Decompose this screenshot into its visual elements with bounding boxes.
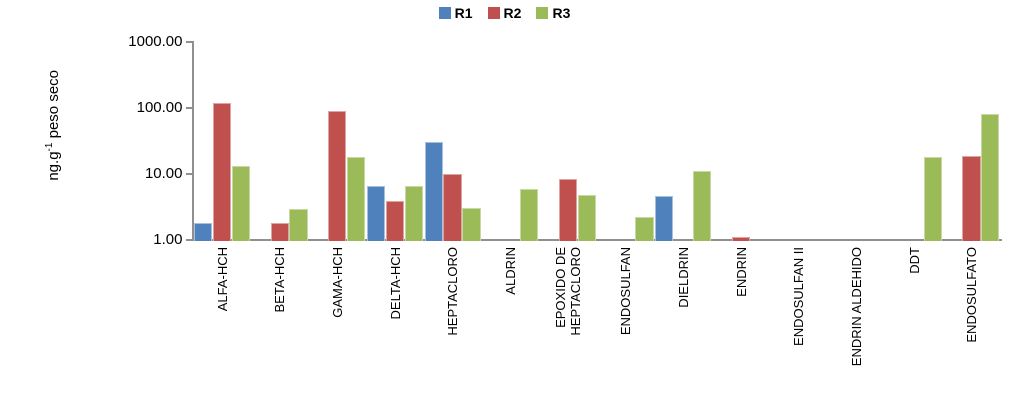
x-category-label-line: HEPTACLORO: [445, 247, 461, 336]
y-axis-title: ng.g-1 peso seco: [39, 70, 62, 290]
legend-item-r3: R3: [536, 5, 570, 21]
x-category-label: ALDRIN: [503, 247, 518, 397]
legend-swatch-r1: [438, 7, 451, 19]
bar-r3-heptacloro: [462, 207, 481, 241]
y-tick-label: 1000.00: [128, 33, 183, 50]
x-category-label: DELTA-HCH: [388, 247, 403, 397]
legend-item-r2: R2: [487, 5, 522, 21]
x-category-label: EPOXIDO DE HEPTACLORO: [553, 247, 583, 397]
bar-r1-alfa-hch: [194, 223, 213, 241]
y-axis-title-text-2: peso seco: [45, 70, 62, 143]
y-axis-tick: [186, 107, 194, 109]
x-category-label-line: ENDOSULFATO: [964, 247, 980, 343]
bar-r1-heptacloro: [424, 141, 443, 241]
bar-r2-delta-hch: [385, 200, 405, 241]
legend-item-r1: R1: [438, 5, 473, 21]
bar-r3-endosulfan: [635, 217, 654, 241]
x-category-label: HEPTACLORO: [445, 247, 460, 397]
x-category-label-line: BETA-HCH: [272, 247, 288, 313]
x-category-label: GAMA-HCH: [330, 247, 345, 397]
bar-r3-beta-hch: [289, 208, 308, 241]
x-category-label: ENDRIN: [734, 247, 749, 397]
x-category-label: DDT: [907, 247, 922, 397]
x-category-label-line: DDT: [906, 247, 922, 274]
chart-legend: R1 R2 R3: [0, 5, 1009, 21]
legend-label: R3: [552, 5, 571, 21]
bar-r2-epoxido-de-heptacloro: [558, 179, 578, 241]
legend-swatch-r3: [536, 7, 549, 19]
bar-r2-beta-hch: [270, 223, 289, 241]
y-tick-label: 1.00: [153, 231, 183, 248]
y-axis-tick: [186, 41, 194, 43]
x-category-label-line: ENDRIN: [733, 247, 749, 297]
x-category-label: ENDOSULFAN: [618, 247, 633, 397]
x-category-label: DIELDRIN: [676, 247, 691, 397]
legend-label: R2: [503, 5, 522, 21]
legend-swatch-r2: [487, 7, 500, 19]
bar-r3-aldrin: [520, 189, 539, 241]
bar-r3-ddt: [923, 157, 942, 241]
x-category-label: ALFA-HCH: [215, 247, 230, 397]
y-axis-line: [191, 41, 194, 241]
y-axis-title-text: ng.g: [45, 151, 62, 181]
bar-r2-gama-hch: [328, 111, 347, 241]
x-category-label-line: ALDRIN: [503, 247, 519, 295]
bar-r1-dieldrin: [655, 196, 674, 241]
bar-r1-delta-hch: [366, 186, 386, 241]
x-category-label: ENDOSULFAN II: [791, 247, 806, 397]
bar-r3-epoxido-de-heptacloro: [577, 195, 596, 241]
y-tick-label: 100.00: [136, 99, 183, 116]
x-category-label-line: ENDOSULFAN II: [791, 247, 807, 346]
x-category-label-line: DELTA-HCH: [387, 247, 403, 320]
bar-r2-alfa-hch: [212, 102, 232, 241]
x-category-label-line: DIELDRIN: [675, 247, 691, 308]
bar-r3-delta-hch: [404, 186, 424, 241]
bar-r3-alfa-hch: [231, 166, 251, 241]
x-category-label: BETA-HCH: [272, 247, 287, 397]
bar-r2-endosulfato: [962, 156, 981, 241]
bar-r3-dieldrin: [692, 171, 712, 241]
x-category-label: ENDOSULFATO: [964, 247, 979, 397]
y-tick-label: 10.00: [144, 165, 183, 182]
bar-r3-gama-hch: [347, 157, 366, 241]
x-category-label-line: ALFA-HCH: [214, 247, 230, 312]
bar-r3-endosulfato: [981, 114, 1000, 241]
y-axis-title-superscript: -1: [44, 142, 55, 152]
y-axis-tick: [186, 173, 194, 175]
x-category-label-line: ENDRIN ALDEHIDO: [848, 247, 864, 367]
x-category-label-line: HEPTACLORO: [568, 247, 584, 336]
x-category-label-line: ENDOSULFAN: [618, 247, 634, 336]
bar-r2-heptacloro: [443, 174, 462, 241]
x-category-label-line: EPOXIDO DE: [553, 247, 569, 328]
bar-r2-endrin: [731, 237, 750, 241]
x-category-label-line: GAMA-HCH: [330, 247, 346, 318]
x-category-label: ENDRIN ALDEHIDO: [849, 247, 864, 397]
legend-label: R1: [454, 5, 473, 21]
